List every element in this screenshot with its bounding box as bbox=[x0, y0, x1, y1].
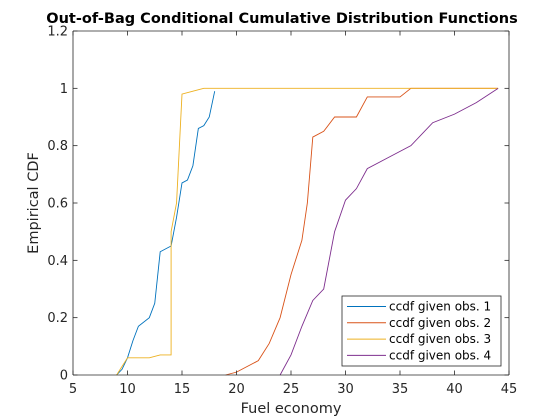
legend: ccdf given obs. 1 ccdf given obs. 2 ccdf g… bbox=[341, 295, 502, 367]
x-ticks: 5 10 15 20 25 30 35 40 45 bbox=[69, 31, 517, 397]
legend-box bbox=[341, 295, 502, 367]
y-axis-label: Empirical CDF bbox=[26, 152, 42, 254]
y-tick-label: 1.2 bbox=[47, 25, 68, 40]
chart-title: Out-of-Bag Conditional Cumulative Distri… bbox=[46, 11, 517, 27]
series-line-obs-3 bbox=[116, 87, 499, 376]
x-tick-label: 30 bbox=[337, 382, 354, 397]
x-axis-label: Fuel economy bbox=[241, 401, 342, 417]
x-tick-label: 35 bbox=[392, 382, 409, 397]
x-tick-label: 20 bbox=[228, 382, 245, 397]
x-tick-label: 10 bbox=[119, 382, 136, 397]
x-tick-label: 15 bbox=[174, 382, 191, 397]
series-line-obs-4 bbox=[279, 87, 499, 376]
x-tick-label: 40 bbox=[446, 382, 463, 397]
legend-label-obs-1: ccdf given obs. 1 bbox=[389, 300, 491, 314]
x-tick-label: 25 bbox=[283, 382, 300, 397]
legend-label-obs-2: ccdf given obs. 2 bbox=[389, 316, 491, 330]
y-tick-label: 0.4 bbox=[47, 254, 68, 269]
y-ticks: 0 0.2 0.4 0.6 0.8 1 1.2 bbox=[47, 25, 509, 384]
y-tick-label: 0 bbox=[60, 369, 68, 384]
legend-label-obs-4: ccdf given obs. 4 bbox=[389, 348, 491, 362]
y-tick-label: 0.2 bbox=[47, 311, 68, 326]
x-tick-label: 5 bbox=[69, 382, 77, 397]
x-tick-label: 45 bbox=[501, 382, 518, 397]
y-tick-label: 1 bbox=[60, 82, 68, 97]
y-tick-label: 0.8 bbox=[47, 139, 68, 154]
series-group bbox=[116, 87, 499, 376]
y-tick-label: 0.6 bbox=[47, 197, 68, 212]
legend-label-obs-3: ccdf given obs. 3 bbox=[389, 332, 491, 346]
series-line-obs-2 bbox=[225, 87, 499, 376]
